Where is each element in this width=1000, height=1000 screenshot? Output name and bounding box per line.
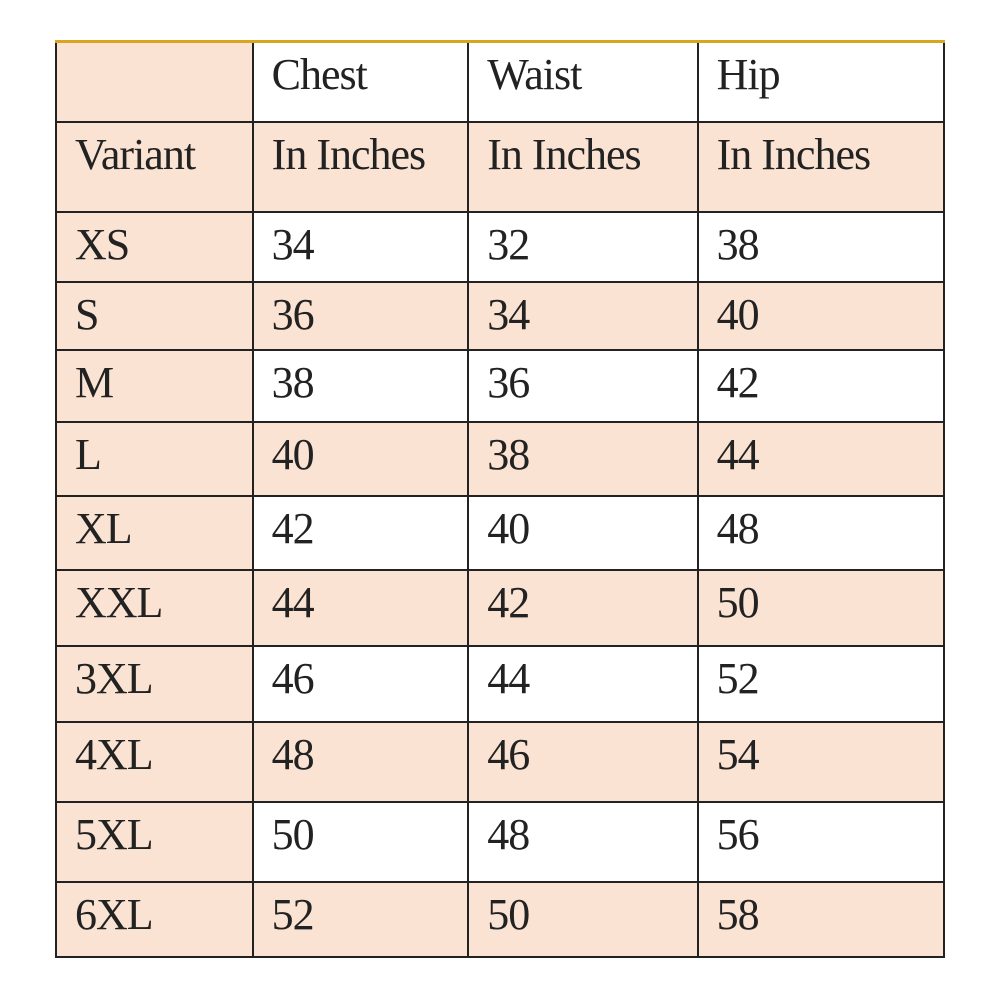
variant-cell: 3XL bbox=[55, 644, 254, 723]
variant-cell: Variant bbox=[55, 120, 254, 213]
table-row: XL 42 40 48 bbox=[55, 494, 946, 571]
measurement-cell: 54 bbox=[696, 720, 946, 803]
measurement-cell: 50 bbox=[251, 800, 470, 883]
table-row: L 40 38 44 bbox=[55, 420, 946, 497]
measurement-cell: 48 bbox=[467, 800, 699, 883]
measurement-cell: 44 bbox=[696, 420, 946, 497]
measurement-cell: In Inches bbox=[696, 120, 946, 213]
variant-cell bbox=[55, 40, 254, 123]
measurement-cell: 36 bbox=[467, 348, 699, 423]
measurement-cell: 32 bbox=[467, 210, 699, 283]
table-row: XXL 44 42 50 bbox=[55, 568, 946, 647]
table-row: M 38 36 42 bbox=[55, 348, 946, 423]
variant-cell: XL bbox=[55, 494, 254, 571]
measurement-cell: Hip bbox=[696, 40, 946, 123]
measurement-cell: 48 bbox=[696, 494, 946, 571]
measurement-cell: 34 bbox=[251, 210, 470, 283]
measurement-cell: 38 bbox=[251, 348, 470, 423]
measurement-cell: In Inches bbox=[467, 120, 699, 213]
header-row-labels: Chest Waist Hip bbox=[55, 40, 946, 123]
size-chart-table: Chest Waist Hip Variant In Inches In Inches In… bbox=[55, 40, 946, 958]
table-row: 4XL 48 46 54 bbox=[55, 720, 946, 803]
measurement-cell: 52 bbox=[251, 880, 470, 958]
variant-cell: M bbox=[55, 348, 254, 423]
measurement-cell: 52 bbox=[696, 644, 946, 723]
table-row: 5XL 50 48 56 bbox=[55, 800, 946, 883]
measurement-cell: 44 bbox=[467, 644, 699, 723]
variant-cell: S bbox=[55, 280, 254, 351]
measurement-cell: Waist bbox=[467, 40, 699, 123]
measurement-cell: 44 bbox=[251, 568, 470, 647]
measurement-cell: 42 bbox=[696, 348, 946, 423]
measurement-cell: 38 bbox=[696, 210, 946, 283]
measurement-cell: 34 bbox=[467, 280, 699, 351]
variant-cell: 6XL bbox=[55, 880, 254, 958]
measurement-cell: 50 bbox=[467, 880, 699, 958]
measurement-cell: 50 bbox=[696, 568, 946, 647]
measurement-cell: 40 bbox=[696, 280, 946, 351]
measurement-cell: 56 bbox=[696, 800, 946, 883]
measurement-cell: 46 bbox=[251, 644, 470, 723]
header-row-units: Variant In Inches In Inches In Inches bbox=[55, 120, 946, 213]
measurement-cell: 40 bbox=[251, 420, 470, 497]
variant-cell: 4XL bbox=[55, 720, 254, 803]
table-row: 3XL 46 44 52 bbox=[55, 644, 946, 723]
measurement-cell: 40 bbox=[467, 494, 699, 571]
measurement-cell: 42 bbox=[467, 568, 699, 647]
table-row: XS 34 32 38 bbox=[55, 210, 946, 283]
measurement-cell: 36 bbox=[251, 280, 470, 351]
measurement-cell: Chest bbox=[251, 40, 470, 123]
table-row: 6XL 52 50 58 bbox=[55, 880, 946, 958]
table-row: S 36 34 40 bbox=[55, 280, 946, 351]
variant-cell: XXL bbox=[55, 568, 254, 647]
variant-cell: 5XL bbox=[55, 800, 254, 883]
variant-cell: XS bbox=[55, 210, 254, 283]
measurement-cell: 38 bbox=[467, 420, 699, 497]
variant-cell: L bbox=[55, 420, 254, 497]
measurement-cell: 58 bbox=[696, 880, 946, 958]
measurement-cell: In Inches bbox=[251, 120, 470, 213]
measurement-cell: 42 bbox=[251, 494, 470, 571]
measurement-cell: 48 bbox=[251, 720, 470, 803]
measurement-cell: 46 bbox=[467, 720, 699, 803]
